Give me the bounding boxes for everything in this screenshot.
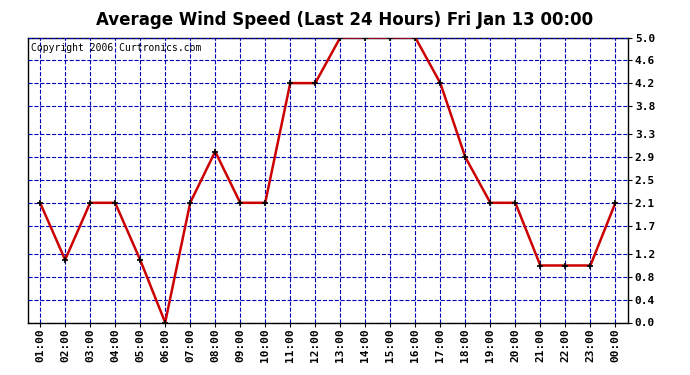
Text: Average Wind Speed (Last 24 Hours) Fri Jan 13 00:00: Average Wind Speed (Last 24 Hours) Fri J… xyxy=(97,11,593,29)
Text: Copyright 2006 Curtronics.com: Copyright 2006 Curtronics.com xyxy=(30,43,201,53)
